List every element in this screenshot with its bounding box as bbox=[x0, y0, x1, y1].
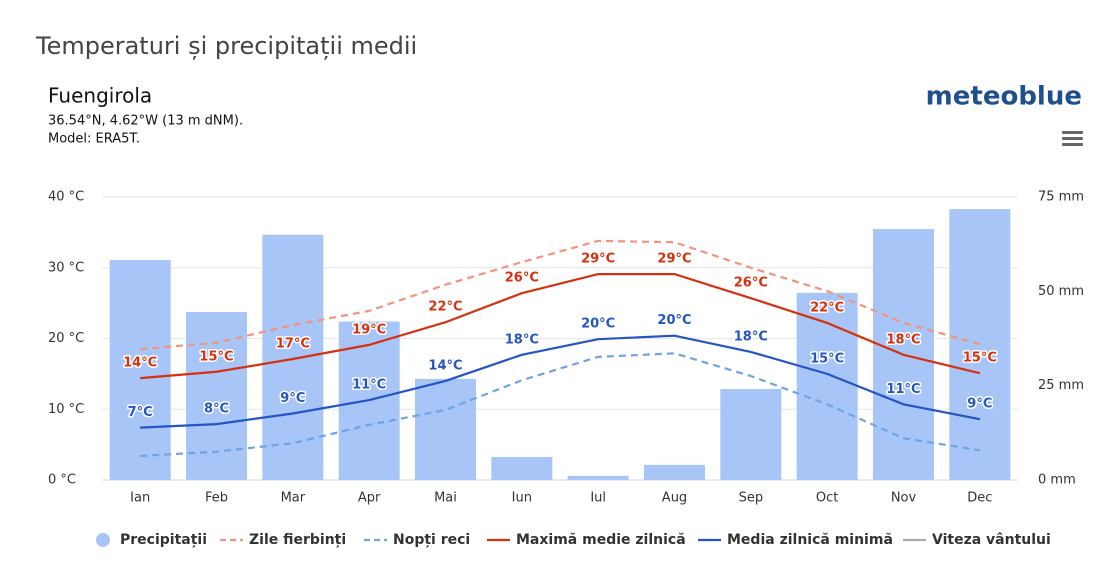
legend-item[interactable]: Precipitații bbox=[96, 532, 207, 548]
precipitation-bar bbox=[262, 234, 324, 480]
legend-label: Nopți reci bbox=[393, 532, 470, 548]
legend-item[interactable]: Media zilnică minimă bbox=[698, 532, 893, 548]
data-label: 20°C bbox=[657, 313, 691, 328]
x-tick-label: Iun bbox=[512, 491, 532, 506]
precipitation-bar bbox=[949, 209, 1011, 481]
temperature-line bbox=[140, 273, 981, 380]
data-label: 18°C bbox=[505, 332, 539, 347]
data-label: 8°C bbox=[204, 402, 229, 417]
x-tick-label: Dec bbox=[967, 491, 992, 506]
x-tick-label: Feb bbox=[205, 491, 228, 506]
data-label: 14°C bbox=[428, 358, 462, 373]
precipitation-bar bbox=[796, 292, 858, 480]
y-tick-label: 10 °C bbox=[48, 402, 84, 417]
data-label: 11°C bbox=[886, 382, 920, 397]
location: Fuengirola bbox=[48, 84, 152, 108]
legend-symbol bbox=[96, 533, 110, 547]
y-tick-label: 0 °C bbox=[48, 473, 76, 488]
x-tick-label: Oct bbox=[816, 491, 838, 506]
temperature-line bbox=[140, 352, 981, 458]
precipitation-bar bbox=[720, 389, 782, 480]
x-tick-label: Apr bbox=[358, 491, 381, 506]
brand-logo: meteoblue bbox=[926, 82, 1082, 112]
coordinates: 36.54°N, 4.62°W (13 m dNM). bbox=[48, 114, 243, 129]
data-label: 18°C bbox=[734, 329, 768, 344]
data-label: 26°C bbox=[734, 276, 768, 291]
y-tick-label: 30 °C bbox=[48, 260, 84, 275]
x-tick-label: Mai bbox=[434, 491, 457, 506]
y2-tick-label: 75 mm bbox=[1038, 190, 1084, 205]
data-label: 15°C bbox=[963, 351, 997, 366]
data-label: 29°C bbox=[657, 252, 691, 267]
y-tick-label: 40 °C bbox=[48, 190, 84, 205]
data-label: 22°C bbox=[810, 300, 844, 315]
data-label: 9°C bbox=[280, 391, 305, 406]
data-label: 17°C bbox=[276, 337, 310, 352]
precipitation-bar bbox=[109, 260, 171, 480]
temperature-line bbox=[140, 239, 981, 351]
x-tick-label: Ian bbox=[130, 491, 150, 506]
precipitation-bar bbox=[491, 456, 553, 480]
menu-button[interactable] bbox=[1062, 131, 1083, 146]
data-label: 22°C bbox=[428, 300, 462, 315]
y-tick-label: 20 °C bbox=[48, 331, 84, 346]
legend-label: Precipitații bbox=[120, 532, 207, 548]
data-label: 19°C bbox=[352, 322, 386, 337]
precipitation-bar bbox=[567, 475, 629, 480]
data-label: 7°C bbox=[128, 405, 153, 420]
data-label: 14°C bbox=[123, 356, 157, 371]
x-tick-label: Nov bbox=[891, 491, 917, 506]
data-label: 11°C bbox=[352, 378, 386, 393]
x-tick-label: Sep bbox=[739, 491, 764, 506]
x-tick-label: Aug bbox=[662, 491, 687, 506]
data-label: 26°C bbox=[505, 271, 539, 286]
precipitation-bar bbox=[644, 464, 705, 480]
y2-tick-label: 25 mm bbox=[1038, 378, 1084, 393]
x-tick-label: Mar bbox=[281, 491, 306, 506]
data-label: 15°C bbox=[199, 349, 233, 364]
legend-item[interactable]: Nopți reci bbox=[364, 532, 470, 548]
legend-label: Media zilnică minimă bbox=[727, 532, 893, 548]
y2-tick-label: 50 mm bbox=[1038, 284, 1084, 299]
legend-label: Viteza vântului bbox=[932, 532, 1051, 548]
legend-item[interactable]: Zile fierbinți bbox=[220, 532, 346, 548]
temperature-line bbox=[140, 334, 981, 429]
data-label: 15°C bbox=[810, 351, 844, 366]
model: Model: ERA5T. bbox=[48, 132, 140, 147]
legend-item[interactable]: Viteza vântului bbox=[903, 532, 1051, 548]
legend-label: Zile fierbinți bbox=[249, 532, 346, 548]
legend-item[interactable]: Maximă medie zilnică bbox=[487, 532, 686, 548]
data-label: 18°C bbox=[886, 332, 920, 347]
x-tick-label: Iul bbox=[590, 491, 606, 506]
data-label: 20°C bbox=[581, 317, 615, 332]
data-label: 29°C bbox=[581, 252, 615, 267]
legend-label: Maximă medie zilnică bbox=[516, 532, 686, 548]
data-label: 9°C bbox=[967, 397, 992, 412]
precipitation-bar bbox=[415, 378, 476, 480]
y2-tick-label: 0 mm bbox=[1038, 473, 1076, 488]
page-title: Temperaturi și precipitații medii bbox=[35, 32, 417, 60]
